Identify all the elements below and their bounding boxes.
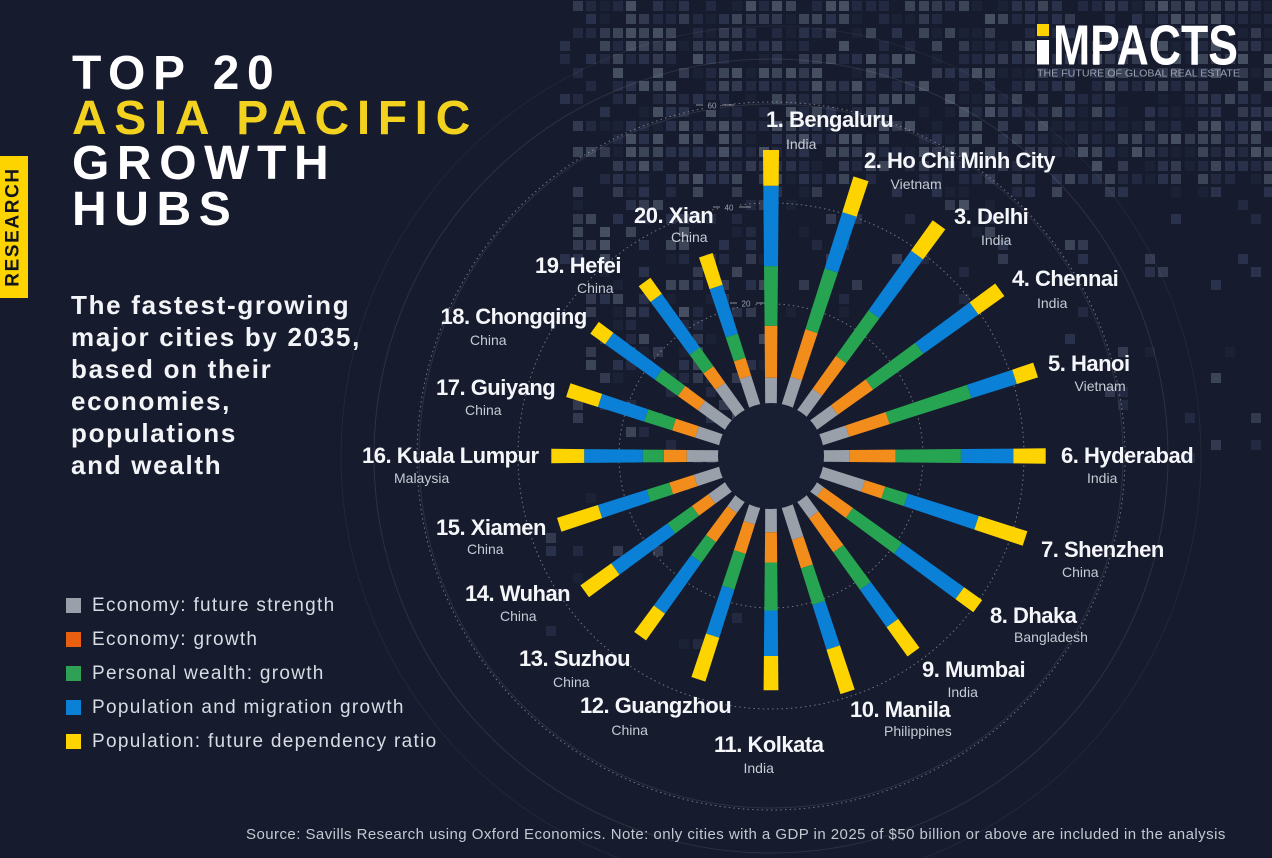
svg-text:40: 40 [725,204,734,213]
svg-text:MPACTS: MPACTS [1053,15,1238,78]
svg-text:THE FUTURE OF GLOBAL REAL ESTA: THE FUTURE OF GLOBAL REAL ESTATE [1037,68,1240,80]
svg-text:20: 20 [742,300,751,309]
svg-text:60: 60 [708,102,717,111]
